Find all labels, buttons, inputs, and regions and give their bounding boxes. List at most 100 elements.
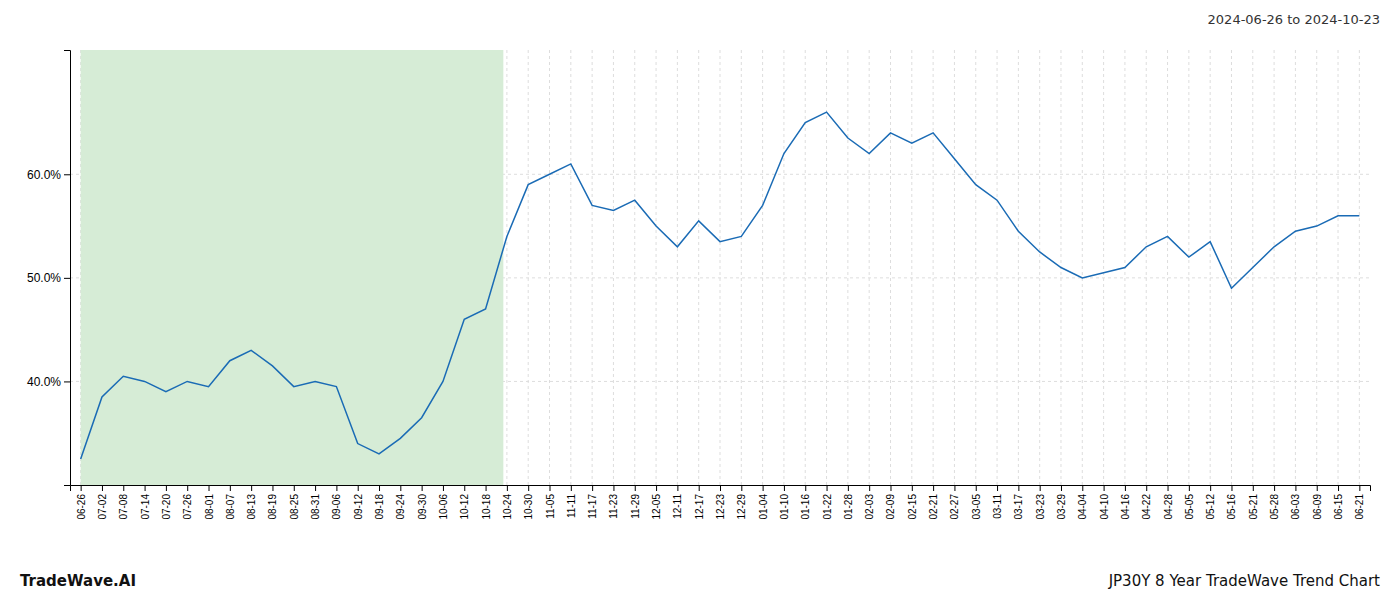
grid-line-x [613, 50, 614, 485]
grid-line-x [656, 50, 657, 485]
y-tick: 50.0% [27, 271, 70, 285]
x-tick-mark [890, 485, 891, 491]
x-tick-mark [1317, 485, 1318, 491]
x-tick-mark [1231, 485, 1232, 491]
x-tick-label: 10-24 [502, 494, 513, 520]
x-tick-label: 04-16 [1120, 494, 1131, 520]
x-tick-label: 11-11 [566, 494, 577, 519]
data-line [81, 112, 1360, 459]
x-tick-label: 08-31 [310, 494, 321, 520]
x-tick: 11-29 [630, 485, 641, 519]
grid-line-x [890, 50, 891, 485]
x-tick-label: 01-22 [822, 494, 833, 520]
x-tick: 04-04 [1077, 485, 1088, 520]
x-tick: 09-06 [331, 485, 342, 520]
x-tick-mark [976, 485, 977, 491]
annotation-bottom-left: TradeWave.AI [20, 572, 136, 590]
x-tick: 03-17 [1013, 485, 1024, 520]
x-tick-label: 12-23 [715, 494, 726, 520]
grid-line-x [826, 50, 827, 485]
x-tick-mark [656, 485, 657, 491]
x-tick-mark [1082, 485, 1083, 491]
x-tick: 09-12 [353, 485, 364, 520]
x-tick: 07-20 [161, 485, 172, 520]
x-tick: 06-15 [1333, 485, 1344, 520]
x-tick-mark [613, 485, 614, 491]
x-tick-mark [592, 485, 593, 491]
x-tick: 01-16 [800, 485, 811, 520]
x-tick: 07-26 [182, 485, 193, 520]
x-tick-mark [486, 485, 487, 491]
x-tick-label: 11-29 [630, 494, 641, 519]
x-tick-mark [1338, 485, 1339, 491]
grid-line-x [1359, 50, 1360, 485]
x-tick-label: 09-30 [417, 494, 428, 520]
x-tick-mark [379, 485, 380, 491]
x-tick-mark [1146, 485, 1147, 491]
x-tick: 08-07 [225, 485, 236, 520]
x-tick-mark [1253, 485, 1254, 491]
x-tick-mark [784, 485, 785, 491]
x-tick-label: 09-18 [374, 494, 385, 520]
x-tick-label: 11-23 [608, 494, 619, 519]
x-tick-mark [1359, 485, 1360, 491]
x-tick: 05-05 [1184, 485, 1195, 520]
title: JP30Y 8 Year TradeWave Trend Chart [1108, 572, 1380, 590]
x-tick-mark [166, 485, 167, 491]
x-tick: 02-27 [949, 485, 960, 520]
x-tick: 12-11 [672, 485, 683, 519]
grid-line-x [1274, 50, 1275, 485]
x-tick: 08-01 [204, 485, 215, 520]
y-tick-mark [64, 278, 70, 279]
x-tick: 11-23 [608, 485, 619, 519]
grid-line-x [720, 50, 721, 485]
x-tick: 03-29 [1056, 485, 1067, 520]
x-tick: 10-12 [459, 485, 470, 520]
x-tick-mark [699, 485, 700, 491]
x-tick-label: 10-30 [523, 494, 534, 520]
x-tick-label: 12-11 [672, 494, 683, 519]
x-tick-label: 03-23 [1035, 494, 1046, 520]
x-tick-mark [1168, 485, 1169, 491]
x-tick-mark [336, 485, 337, 491]
x-tick-label: 08-19 [267, 494, 278, 520]
plot: 40.0%50.0%60.0%06-2607-0207-0807-1407-20… [27, 50, 1371, 520]
x-tick: 06-03 [1290, 485, 1301, 520]
x-tick-label: 02-09 [885, 494, 896, 520]
grid-line-x [698, 50, 699, 485]
y-tick-label: 60.0% [27, 168, 61, 182]
x-tick-mark [443, 485, 444, 491]
x-tick: 05-12 [1205, 485, 1216, 520]
x-tick-mark [102, 485, 103, 491]
x-tick-label: 08-13 [246, 494, 257, 520]
x-tick-label: 07-20 [161, 494, 172, 520]
grid-line-x [1188, 50, 1189, 485]
grid-line-x [592, 50, 593, 485]
grid-line-x [911, 50, 912, 485]
grid [70, 50, 1370, 485]
x-tick-label: 08-25 [289, 494, 300, 520]
x-tick-label: 02-15 [907, 494, 918, 520]
x-tick: 03-23 [1035, 485, 1046, 520]
x-tick-label: 01-04 [758, 494, 769, 520]
x-tick: 10-06 [438, 485, 449, 520]
x-tick: 11-05 [545, 485, 556, 519]
grid-line-x [975, 50, 976, 485]
x-tick-label: 06-03 [1290, 494, 1301, 520]
x-tick-mark [635, 485, 636, 491]
x-tick-label: 04-22 [1141, 494, 1152, 520]
x-tick: 04-22 [1141, 485, 1152, 520]
x-tick: 12-23 [715, 485, 726, 520]
grid-line-x [677, 50, 678, 485]
marks [81, 50, 1360, 485]
x-tick-mark [400, 485, 401, 491]
x-tick: 12-05 [651, 485, 662, 520]
grid-line-x [1167, 50, 1168, 485]
x-tick: 10-30 [523, 485, 534, 520]
chart: 40.0%50.0%60.0%06-2607-0207-0807-1407-20… [0, 0, 1400, 600]
x-tick: 09-24 [395, 485, 406, 520]
x-tick-mark [1061, 485, 1062, 491]
x-tick: 07-08 [118, 485, 129, 520]
x-tick: 03-05 [971, 485, 982, 520]
grid-line-x [762, 50, 763, 485]
